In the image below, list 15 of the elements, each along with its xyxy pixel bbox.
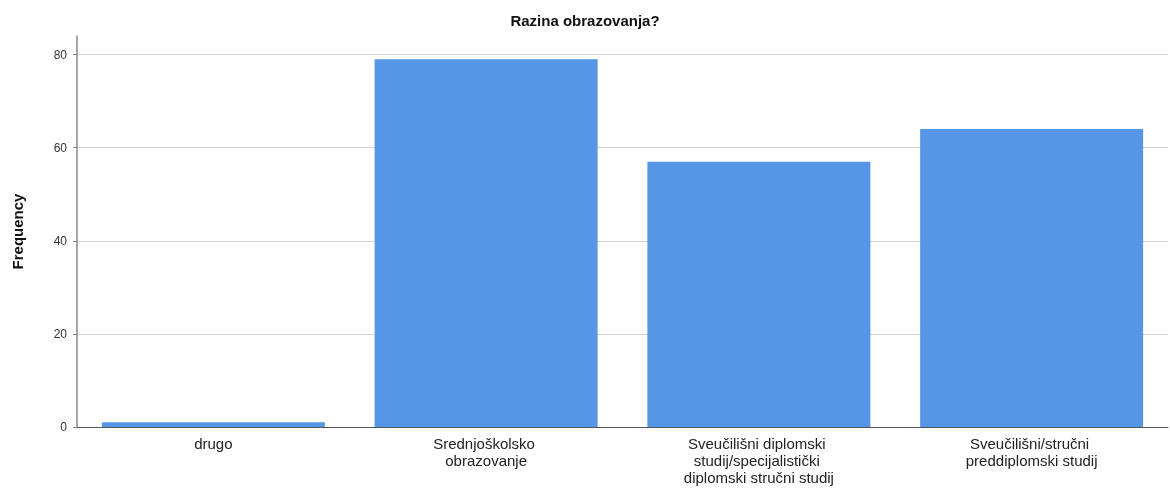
y-tick-label: 20: [53, 326, 68, 341]
x-tick-label: Srednjoškolsko obrazovanje: [433, 435, 540, 469]
y-tick-label: 0: [60, 420, 68, 434]
x-tick-label: Sveučilišni/stručni preddiplomski studij: [965, 435, 1098, 469]
y-tick-label: 40: [53, 233, 68, 248]
x-tick-label: drugo: [194, 435, 233, 452]
bar: [101, 422, 325, 427]
y-axis-title: Frequency: [9, 192, 26, 270]
chart-title: Razina obrazovanja?: [510, 12, 660, 29]
y-tick-label: 60: [53, 140, 68, 155]
x-tick-label: Sveučilišni diplomski studij/specijalistički diplomski stručni studij: [683, 435, 834, 486]
bar: [647, 161, 871, 427]
y-tick-label: 80: [53, 47, 68, 62]
bar: [920, 129, 1144, 427]
bar: [374, 59, 598, 427]
